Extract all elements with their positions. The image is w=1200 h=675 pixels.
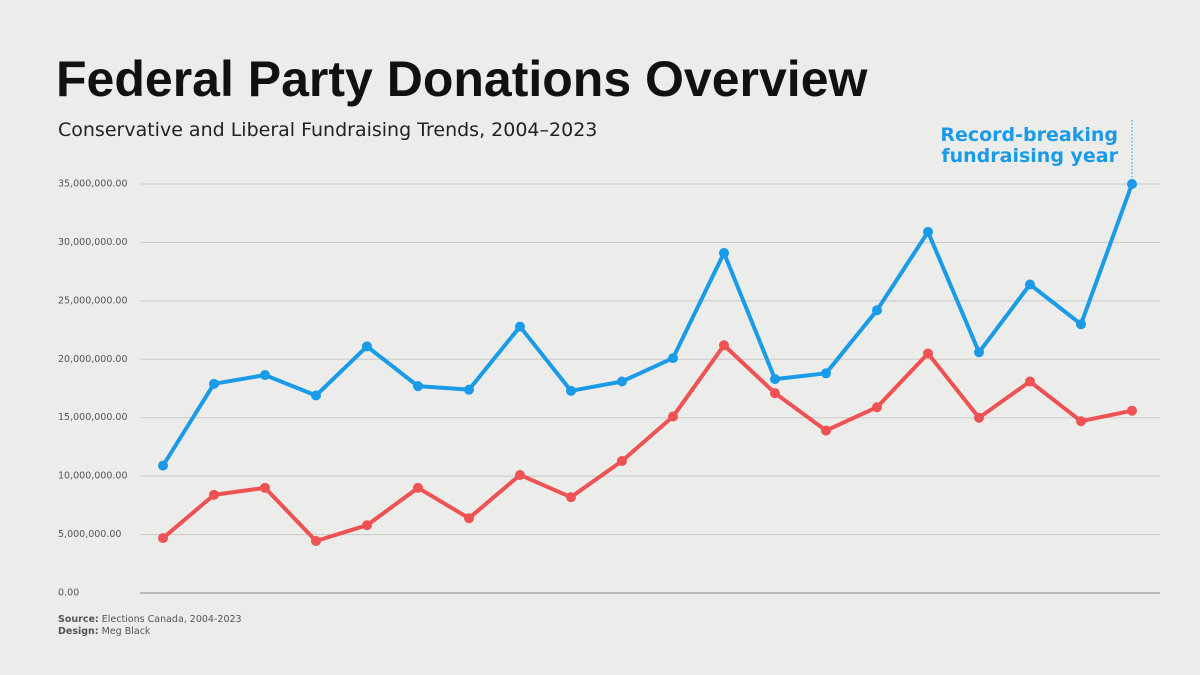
data-point [362,520,372,531]
data-point [311,390,321,401]
data-point [311,535,321,546]
data-point [515,321,525,332]
data-point [209,489,219,500]
data-point [821,425,831,436]
design-label: Design: [58,626,99,637]
data-point [974,347,984,358]
data-point [668,411,678,422]
design: Design: Meg Black [58,626,151,637]
data-point [260,370,270,381]
data-point [1127,405,1137,416]
series-line [161,343,1133,543]
data-point [464,513,474,524]
data-point [974,412,984,423]
data-point [872,305,882,316]
annotation: fundraising year [941,145,1118,167]
data-point [668,353,678,364]
data-point [464,384,474,395]
data-point [821,368,831,379]
y-tick-label: 20,000,000.00 [58,354,128,365]
y-tick-label: 5,000,000.00 [58,529,121,540]
data-point [617,455,627,466]
data-point [566,385,576,396]
annotation: Record-breaking [940,124,1118,146]
data-point [1025,376,1035,387]
y-tick-label: 10,000,000.00 [58,471,128,482]
data-point [617,376,627,387]
data-point [566,492,576,503]
data-point [770,374,780,385]
data-point [158,533,168,544]
data-point [413,381,423,392]
data-point [1025,279,1035,290]
data-point [923,348,933,359]
y-tick-label: 0.00 [58,588,79,599]
data-point [872,402,882,413]
source-text: Elections Canada, 2004-2023 [102,614,242,625]
data-point [260,482,270,493]
data-point [158,460,168,471]
chart-subtitle: Conservative and Liberal Fundraising Tre… [58,119,597,141]
source-label: Source: [58,614,99,625]
data-point [719,247,729,258]
source: Source: Elections Canada, 2004-2023 [58,614,242,625]
series-line [161,183,1134,467]
data-point [719,340,729,351]
y-tick-label: 15,000,000.00 [58,412,128,423]
design-text: Meg Black [102,626,151,637]
data-point [770,388,780,399]
data-point [209,378,219,389]
y-tick-label: 25,000,000.00 [58,295,128,306]
y-tick-label: 35,000,000.00 [58,179,128,190]
data-point [515,469,525,480]
data-point [1076,319,1086,330]
data-point [362,341,372,352]
data-point [413,482,423,493]
chart-title: Federal Party Donations Overview [56,51,868,107]
data-point [1076,416,1086,427]
data-point [1127,179,1137,189]
data-point [923,226,933,237]
y-tick-label: 30,000,000.00 [58,237,128,248]
